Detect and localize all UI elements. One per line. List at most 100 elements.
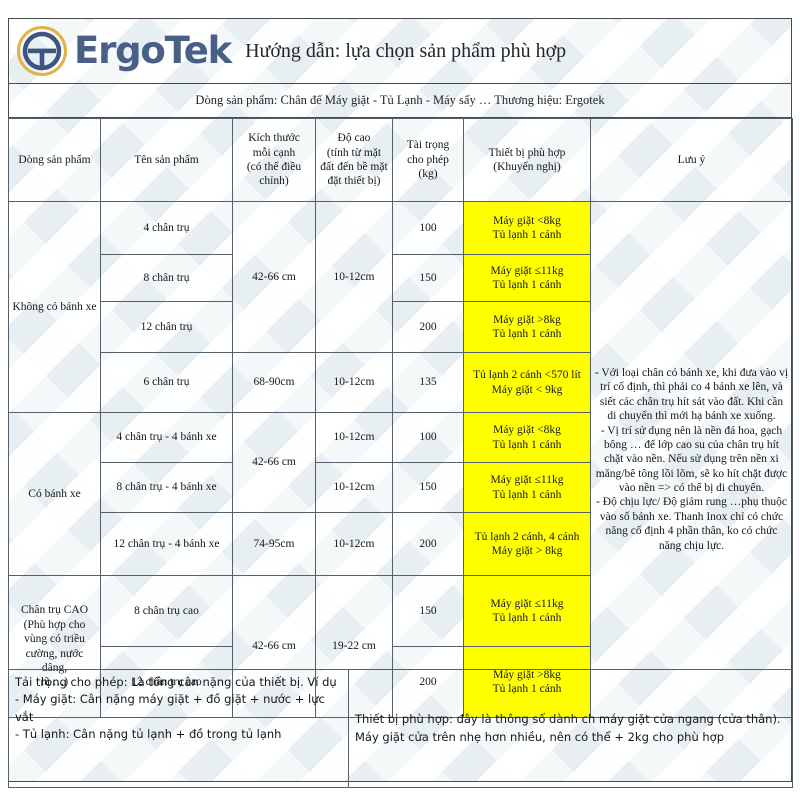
device-line: Tủ lạnh 1 cánh bbox=[492, 328, 562, 340]
poster-header: ErgoTek Hướng dẫn: lựa chọn sản phẩm phù… bbox=[8, 18, 792, 84]
height-value: 10-12cm bbox=[315, 462, 393, 513]
product-name: 12 chân trụ bbox=[100, 301, 233, 353]
suitable-device: Máy giặt <8kg Tủ lạnh 1 cánh bbox=[463, 412, 591, 463]
device-line: Tủ lạnh 2 cánh, 4 cánh bbox=[474, 530, 580, 543]
height-value: 10-12cm bbox=[315, 412, 393, 463]
device-line: Tủ lạnh 1 cánh bbox=[492, 229, 562, 241]
col-h-line: (tính từ mặt bbox=[326, 146, 382, 159]
load-value: 135 bbox=[392, 352, 464, 413]
device-line: Máy giặt <8kg bbox=[493, 214, 561, 227]
table-row: Có bánh xe 4 chân trụ - 4 bánh xe 42-66 … bbox=[8, 412, 793, 576]
footer-container: Tải trọng cho phép: Là tổng cân nặng của… bbox=[8, 669, 793, 788]
height-value: 10-12cm bbox=[315, 352, 393, 413]
footer-line: Máy giặt cửa trên nhẹ hơn nhiều, nên có … bbox=[355, 729, 725, 744]
height-value: 10-12cm bbox=[315, 512, 393, 576]
suitable-device: Máy giặt ≤11kg Tủ lạnh 1 cánh bbox=[463, 462, 591, 513]
device-line: Tủ lạnh 1 cánh bbox=[492, 612, 562, 624]
device-line: Máy giặt >8kg bbox=[493, 313, 561, 326]
column-header-load: Tài trọng cho phép (kg) bbox=[392, 118, 464, 202]
product-name: 8 chân trụ bbox=[100, 254, 233, 302]
table-row: 12 chân trụ 200 Máy giặt >8kg Tủ lạnh 1 … bbox=[9, 301, 793, 353]
size-value: 74-95cm bbox=[232, 512, 316, 576]
footer-line: Thiết bị phù hợp: đây là thông số dành c… bbox=[355, 712, 781, 727]
product-name: 8 chân trụ - 4 bánh xe bbox=[100, 462, 233, 513]
product-name: 12 chân trụ - 4 bánh xe bbox=[100, 512, 233, 576]
suitable-device: Máy giặt ≤11kg Tủ lạnh 1 cánh bbox=[463, 575, 591, 647]
table-row: 8 chân trụ 150 Máy giặt ≤11kg Tủ lạnh 1 … bbox=[9, 254, 793, 302]
section-label-line: (Phù hợp cho bbox=[23, 618, 86, 631]
device-line: Máy giặt ≤11kg bbox=[490, 597, 564, 610]
suitable-device: Máy giặt >8kg Tủ lạnh 1 cánh bbox=[463, 301, 591, 353]
device-line: Máy giặt < 9kg bbox=[491, 383, 563, 396]
product-line-subtitle: Dòng sản phẩm: Chân đế Máy giặt - Tủ Lạn… bbox=[8, 84, 792, 118]
section-label-line: vùng có triều bbox=[24, 633, 85, 646]
device-line: Máy giặt > 8kg bbox=[491, 545, 563, 557]
device-line: Tủ lạnh 1 cánh bbox=[492, 488, 562, 501]
load-value: 200 bbox=[392, 301, 464, 353]
load-value: 200 bbox=[392, 512, 464, 576]
table-row: Không có bánh xe 4 chân trụ 42-66 cm 10-… bbox=[8, 201, 793, 718]
device-line: Tủ lạnh 1 cánh bbox=[492, 438, 562, 451]
product-name: 4 chân trụ bbox=[100, 201, 233, 255]
section-label-with-wheels: Có bánh xe bbox=[8, 412, 101, 576]
col-h-line: đất đến bề mặt bbox=[320, 161, 388, 173]
load-value: 150 bbox=[392, 254, 464, 302]
device-line: Máy giặt <8kg bbox=[493, 424, 561, 437]
table-row: 6 chân trụ 68-90cm 10-12cm 135 Tủ lạnh 2… bbox=[9, 352, 793, 413]
column-header-suitable-device: Thiết bị phù hợp (Khuyến nghị) bbox=[463, 118, 591, 202]
table-row: 8 chân trụ - 4 bánh xe 10-12cm 150 Máy g… bbox=[9, 462, 793, 513]
column-header-product-name: Tên sản phẩm bbox=[100, 118, 233, 202]
spec-table: Dòng sản phẩm Tên sản phẩm Kích thước mỗ… bbox=[8, 118, 793, 718]
column-header-size: Kích thước mỗi cạnh (có thể điều chỉnh) bbox=[232, 118, 316, 202]
device-line: Tủ lạnh 1 cánh bbox=[492, 279, 562, 291]
section-label-line: Chân trụ CAO bbox=[20, 604, 89, 617]
suitable-device: Máy giặt ≤11kg Tủ lạnh 1 cánh bbox=[463, 254, 591, 302]
footer-load-explanation: Tải trọng cho phép: Là tổng cân nặng của… bbox=[8, 669, 349, 788]
suitable-device: Máy giặt <8kg Tủ lạnh 1 cánh bbox=[463, 201, 591, 255]
section-label-no-wheels: Không có bánh xe bbox=[8, 201, 101, 413]
table-header-row: Dòng sản phẩm Tên sản phẩm Kích thước mỗ… bbox=[8, 118, 793, 202]
col-h-line: Tài trọng bbox=[406, 139, 450, 152]
column-header-notes: Lưu ý bbox=[590, 118, 793, 202]
col-h-line: Tên sản phẩm bbox=[134, 153, 199, 166]
brand-wordmark: ErgoTek bbox=[74, 29, 232, 72]
size-value: 42-66 cm bbox=[232, 412, 316, 513]
page-title: Hướng dẫn: lựa chọn sản phẩm phù hợp bbox=[245, 39, 567, 62]
col-h-line: (có thể điều bbox=[246, 161, 302, 173]
table-row: 12 chân trụ - 4 bánh xe 74-95cm 10-12cm … bbox=[9, 512, 793, 576]
load-value: 100 bbox=[392, 201, 464, 255]
col-h-line: Thiết bị phù hợp bbox=[488, 146, 566, 159]
col-h-line: Độ cao bbox=[337, 132, 371, 145]
suitable-device: Tủ lạnh 2 cánh <570 lít Máy giặt < 9kg bbox=[463, 352, 591, 413]
device-line: Máy giặt ≤11kg bbox=[490, 474, 564, 487]
device-line: Máy giặt ≤11kg bbox=[490, 264, 564, 277]
footer-line: - Tủ lạnh: Cân nặng tủ lạnh + đồ trong t… bbox=[15, 726, 282, 741]
col-h-line: cho phép bbox=[407, 153, 449, 166]
col-h-line: Lưu ý bbox=[677, 153, 706, 166]
col-h-line: Kích thước bbox=[248, 132, 300, 145]
product-name: 4 chân trụ - 4 bánh xe bbox=[100, 412, 233, 463]
load-value: 100 bbox=[392, 412, 464, 463]
load-value: 150 bbox=[392, 462, 464, 513]
size-value: 68-90cm bbox=[232, 352, 316, 413]
ergotek-circle-logo-icon bbox=[16, 25, 68, 77]
col-h-line: mỗi cạnh bbox=[252, 146, 296, 159]
footer-row: Tải trọng cho phép: Là tổng cân nặng của… bbox=[8, 669, 793, 788]
note-paragraph: - Với loại chân có bánh xe, khi đưa vào … bbox=[594, 367, 789, 423]
column-header-height: Độ cao (tính từ mặt đất đến bề mặt đặt t… bbox=[315, 118, 393, 202]
col-h-line: (Khuyến nghị) bbox=[493, 161, 561, 173]
load-value: 150 bbox=[392, 575, 464, 647]
product-line-subtitle-text: Dòng sản phẩm: Chân đế Máy giặt - Tủ Lạn… bbox=[195, 93, 605, 107]
col-h-line: đặt thiết bị) bbox=[327, 175, 381, 188]
footer-device-explanation: Thiết bị phù hợp: đây là thông số dành c… bbox=[348, 669, 793, 788]
footer-table: Tải trọng cho phép: Là tổng cân nặng của… bbox=[8, 669, 793, 788]
note-paragraph: - Độ chịu lực/ Độ giảm rung …phụ thuộc v… bbox=[596, 496, 787, 552]
footer-line: Tải trọng cho phép: Là tổng cân nặng của… bbox=[15, 675, 337, 689]
product-name: 6 chân trụ bbox=[100, 352, 233, 413]
suitable-device: Tủ lạnh 2 cánh, 4 cánh Máy giặt > 8kg bbox=[463, 512, 591, 576]
column-header-product-line: Dòng sản phẩm bbox=[8, 118, 101, 202]
notes-cell: - Với loại chân có bánh xe, khi đưa vào … bbox=[590, 201, 793, 718]
footer-line: - Máy giặt: Cân nặng máy giặt + đồ giặt … bbox=[15, 692, 325, 724]
device-line: Tủ lạnh 2 cánh <570 lít bbox=[473, 369, 581, 382]
